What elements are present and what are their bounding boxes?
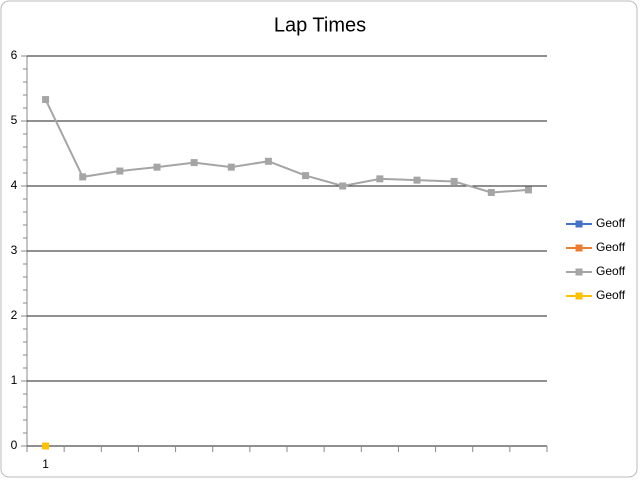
series-marker [413, 176, 421, 184]
series-marker [487, 189, 495, 196]
series-marker [376, 175, 384, 183]
y-tick-label: 4 [11, 178, 18, 192]
y-tick-label: 1 [11, 373, 18, 387]
series-marker [116, 167, 124, 175]
series-marker [339, 182, 347, 190]
series-marker [302, 172, 310, 180]
series-marker [42, 442, 50, 450]
legend-marker [575, 292, 583, 300]
series-line [44, 99, 529, 194]
series-marker [190, 159, 198, 167]
series-marker [524, 186, 532, 194]
legend-label: Geoff [596, 240, 626, 254]
y-tick-label: 6 [11, 48, 18, 62]
legend-marker [575, 268, 583, 276]
legend-label: Geoff [596, 288, 626, 302]
y-tick-label: 3 [11, 243, 18, 257]
y-tick-label: 2 [11, 308, 18, 322]
series-marker [227, 163, 235, 171]
series-marker [264, 157, 272, 165]
series-marker [450, 177, 458, 185]
series-marker [79, 173, 87, 181]
x-tick-label: 1 [42, 457, 49, 471]
y-tick-label: 5 [11, 113, 18, 127]
legend-marker [575, 220, 583, 228]
series-marker [153, 163, 161, 171]
legend-label: Geoff [596, 264, 626, 278]
series-marker [42, 96, 50, 104]
y-tick-label: 0 [11, 438, 18, 452]
legend-marker [575, 244, 583, 252]
legend-label: Geoff [596, 216, 626, 230]
chart-title: Lap Times [274, 14, 366, 36]
